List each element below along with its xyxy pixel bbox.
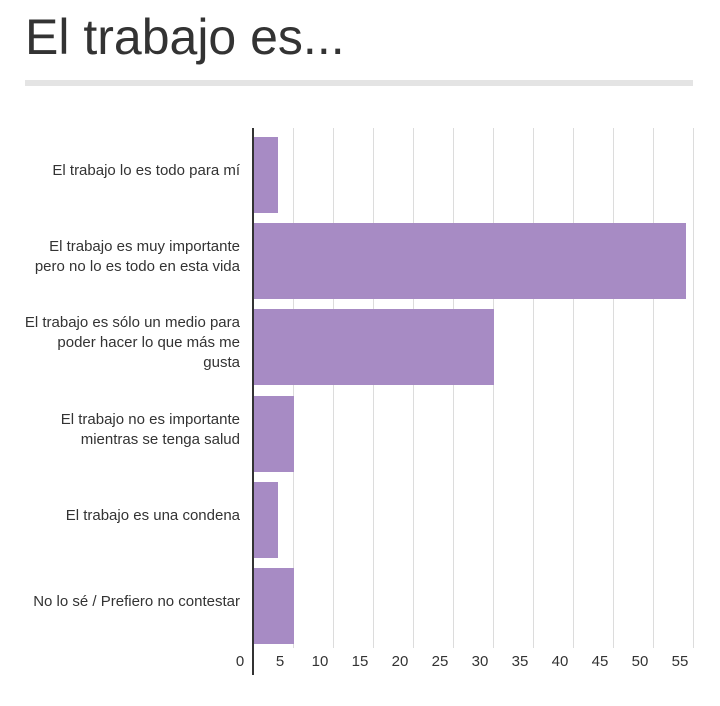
x-tick-label: 15 [351,653,369,670]
bar [254,567,294,644]
grid-line [333,128,334,648]
x-tick-label: 0 [235,653,245,670]
x-tick-label: 20 [391,653,409,670]
x-tick-label: 45 [591,653,609,670]
grid-line [613,128,614,648]
bar [254,137,278,214]
x-tick-label: 50 [631,653,649,670]
y-tick-label: El trabajo no es importante mientras se … [60,410,240,448]
bar [254,309,494,386]
x-tick-label: 35 [511,653,529,670]
divider [25,80,693,86]
y-tick-label: El trabajo es muy importante pero no lo … [34,238,240,276]
x-tick-label: 55 [671,653,689,670]
grid-line [293,128,294,648]
bar [254,481,278,558]
x-tick-label: 25 [431,653,449,670]
grid-line [693,128,694,648]
grid-line [413,128,414,648]
x-tick-label: 30 [471,653,489,670]
y-tick-label: No lo sé / Prefiero no contestar [33,592,240,610]
x-tick-label: 5 [275,653,285,670]
bar [254,395,294,472]
bar [254,223,686,300]
y-tick-label: El trabajo es sólo un medio para poder h… [24,314,240,372]
y-tick-label: El trabajo lo es todo para mí [52,162,240,180]
grid-line [493,128,494,648]
grid-line [533,128,534,648]
y-tick-label: El trabajo es una condena [65,506,240,524]
grid-line [573,128,574,648]
grid-line [653,128,654,648]
x-tick-label: 40 [551,653,569,670]
axis-line [252,128,254,675]
chart-title: El trabajo es... [25,9,345,65]
x-tick-label: 10 [311,653,329,670]
grid-line [453,128,454,648]
grid-line [373,128,374,648]
